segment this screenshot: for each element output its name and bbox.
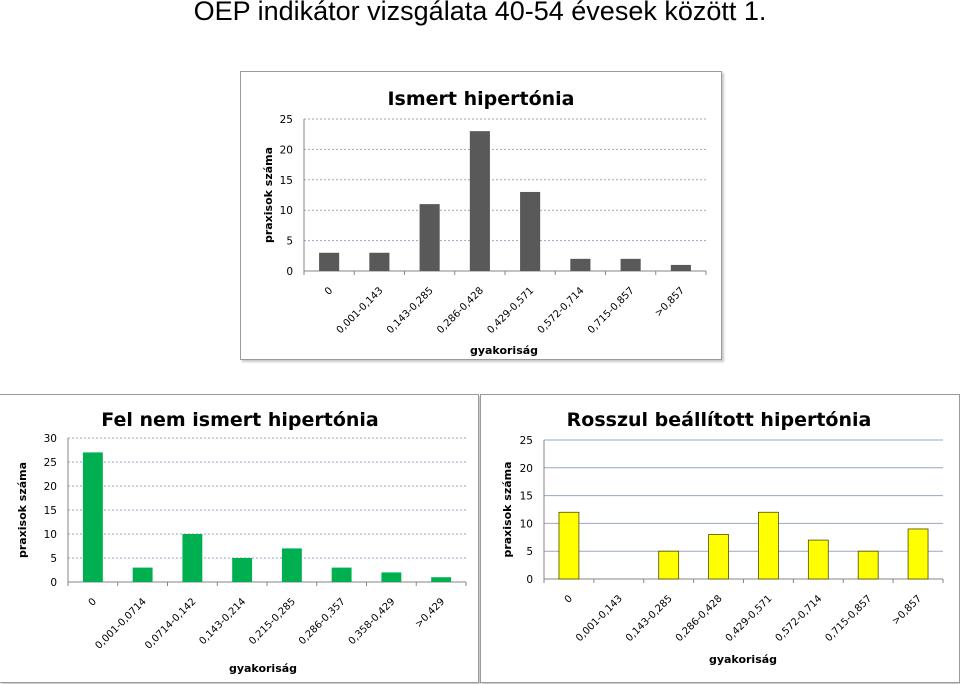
bar — [132, 567, 153, 582]
y-tick-label: 10 — [44, 529, 57, 541]
bar — [570, 258, 591, 271]
bar — [319, 252, 340, 271]
y-axis-label: praxisok száma — [16, 462, 29, 558]
x-category-label: >0,857 — [890, 593, 924, 627]
x-category-label: 0,0714-0,142 — [143, 596, 198, 651]
chart-title: Fel nem ismert hipertónia — [101, 409, 379, 431]
bar — [182, 534, 203, 582]
chart-panel-ismert-hipertonia: Ismert hipertónia 0 5 10 15 20 25 0 0,001-0,143 0… — [240, 71, 722, 360]
y-axis-label: praxisok száma — [501, 461, 514, 557]
x-category-label: 0,715-0,857 — [823, 593, 874, 644]
x-category-label: 0,001-0,0714 — [93, 596, 148, 651]
bar — [708, 534, 729, 580]
y-tick-label: 20 — [44, 481, 57, 493]
y-tick-label: 0 — [286, 266, 293, 278]
x-category-label: 0,001-0,143 — [335, 285, 386, 336]
bar — [469, 131, 490, 271]
y-tick-label: 10 — [520, 518, 533, 530]
x-category-label: 0,143-0,285 — [385, 285, 436, 336]
bar — [758, 511, 779, 580]
y-tick-label: 5 — [286, 236, 293, 248]
x-axis-label: gyakoriság — [470, 344, 538, 357]
x-category-label: 0 — [563, 593, 575, 605]
bar — [82, 452, 103, 582]
x-category-label: 0,572-0,714 — [774, 593, 825, 644]
bar — [670, 264, 691, 271]
chart-panel-rosszul-beallitott-hipertonia: Rosszul beállított hipertónia 0 5 10 15 20 25 0… — [480, 394, 960, 683]
chart-panel-fel-nem-ismert-hipertonia: Fel nem ismert hipertónia 0 5 10 15 20 25 30 0 0,… — [0, 394, 479, 683]
y-tick-label: 25 — [44, 457, 57, 469]
bar — [431, 577, 452, 582]
x-category-label: 0,143-0,214 — [197, 596, 248, 647]
x-axis-label: gyakoriság — [709, 653, 777, 666]
y-axis-label: praxisok száma — [262, 147, 275, 243]
bar — [381, 572, 402, 582]
y-tick-label: 5 — [526, 546, 533, 558]
x-category-label: 0,715-0,857 — [586, 285, 637, 336]
y-tick-label: 20 — [280, 144, 293, 156]
bar — [232, 558, 253, 582]
bar — [520, 191, 541, 271]
x-category-label: 0,286-0,428 — [435, 285, 486, 336]
x-category-label: 0,286-0,428 — [674, 593, 725, 644]
chart-title: Ismert hipertónia — [387, 88, 574, 110]
x-category-label: 0,215-0,285 — [247, 596, 298, 647]
x-category-label: 0,001-0,143 — [574, 593, 625, 644]
x-category-label: 0,429-0,571 — [724, 593, 775, 644]
y-tick-label: 25 — [280, 114, 293, 126]
x-category-label: 0,143-0,285 — [624, 593, 675, 644]
bar — [419, 204, 440, 271]
x-category-label: 0,286-0,357 — [297, 596, 348, 647]
bar — [907, 528, 929, 580]
x-category-label: 0,429-0,571 — [485, 285, 536, 336]
bar — [558, 511, 580, 580]
x-category-label: 0 — [323, 285, 335, 297]
bar — [369, 252, 390, 271]
x-category-label: 0,572-0,714 — [536, 285, 587, 336]
y-tick-label: 15 — [44, 505, 57, 517]
bar — [807, 539, 829, 580]
y-tick-label: 0 — [50, 577, 57, 589]
x-category-label: >0,857 — [653, 285, 687, 319]
chart-rosszul-beallitott-hipertonia: Rosszul beállított hipertónia 0 5 10 15 20 25 0… — [501, 409, 944, 666]
bar — [281, 548, 302, 582]
y-tick-label: 15 — [280, 175, 293, 187]
y-tick-label: 0 — [526, 574, 533, 586]
bar — [857, 550, 879, 580]
x-category-label: >0,429 — [413, 596, 447, 630]
bar — [331, 567, 352, 582]
y-tick-label: 25 — [520, 435, 533, 447]
x-axis-label: gyakoriság — [229, 662, 297, 675]
chart-fel-nem-ismert-hipertonia: Fel nem ismert hipertónia05101520253000,… — [16, 409, 467, 675]
bar — [620, 258, 641, 271]
y-tick-label: 5 — [50, 553, 57, 565]
y-tick-label: 10 — [280, 205, 293, 217]
bar — [658, 550, 680, 580]
y-tick-label: 20 — [520, 463, 533, 475]
slide-title: OEP indikátor vizsgálata 40-54 évesek kö… — [193, 0, 767, 26]
x-category-label: 0 — [87, 596, 99, 608]
chart-title: Rosszul beállított hipertónia — [567, 409, 872, 431]
x-category-label: 0,358-0,429 — [347, 596, 398, 647]
y-tick-label: 15 — [520, 491, 533, 503]
y-tick-label: 30 — [44, 433, 57, 445]
